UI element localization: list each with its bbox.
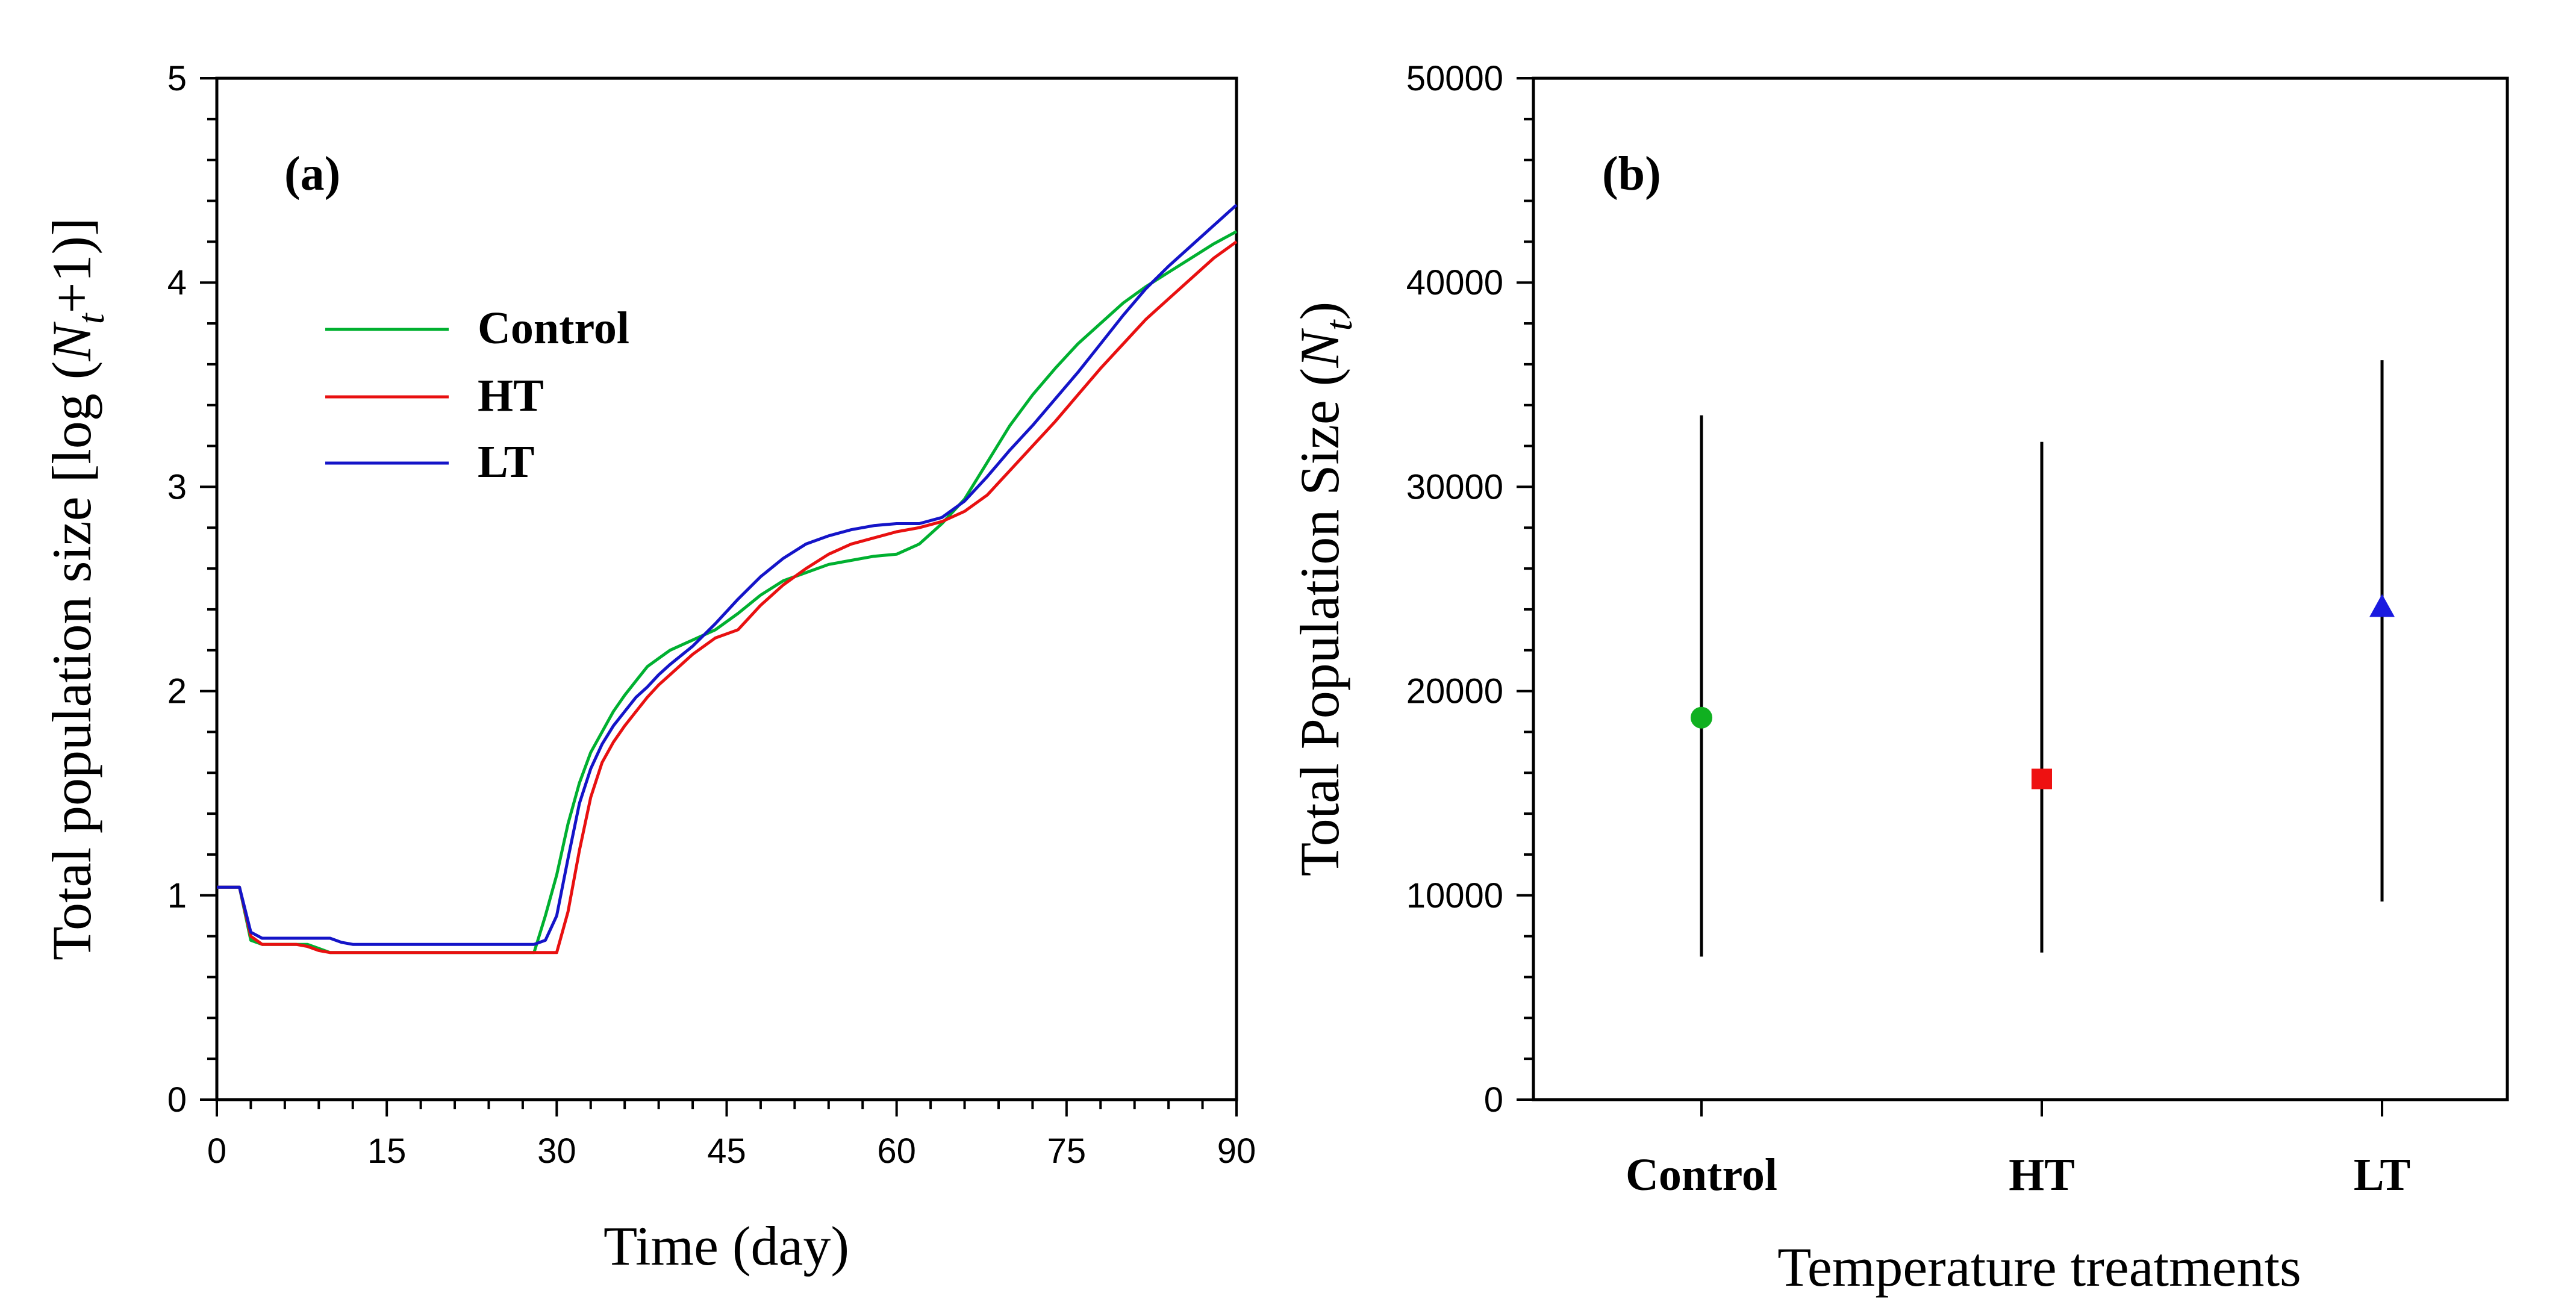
series-line-lt	[217, 204, 1238, 946]
panel-a-y-tick-label: 0	[167, 1080, 187, 1119]
panel-a-x-tick-label: 45	[707, 1132, 746, 1171]
panel-b-y-tick-label: 30000	[1406, 467, 1503, 506]
panel-b-category-label: Control	[1626, 1150, 1777, 1200]
marker-control	[1691, 706, 1712, 729]
legend-label-ht: HT	[478, 370, 544, 421]
panel-a-x-tick-label: 0	[207, 1132, 226, 1171]
panel-b-label: (b)	[1602, 148, 1661, 201]
panel-a-y-ticks	[200, 77, 217, 1101]
panel-a-x-tick-label: 60	[877, 1132, 916, 1171]
panel-b-y-tick-label: 50000	[1406, 59, 1503, 98]
panel-a-y-tick-label: 4	[167, 263, 187, 302]
panel-a-x-tick-label: 90	[1217, 1132, 1256, 1171]
panel-b-y-label-suffix: )	[1289, 302, 1350, 320]
panel-b-y-ticks	[1517, 77, 1533, 1101]
panel-a-y-label-sub: t	[69, 312, 112, 324]
panel-a-y-tick-label: 5	[167, 59, 187, 98]
panel-b-y-tick-label: 40000	[1406, 263, 1503, 302]
panel-a-y-label-suffix: +1)]	[41, 217, 102, 313]
panel-a-y-tick-label: 1	[167, 876, 187, 915]
legend-label-lt: LT	[478, 437, 534, 487]
panel-a-y-label-var: N	[41, 322, 102, 362]
panel-a-x-tick-labels: 0 15 30 45 60 75 90	[207, 1132, 1256, 1171]
panel-b-plot-frame	[1532, 76, 2509, 1101]
panel-a-series-lines	[217, 204, 1238, 954]
panel-b-x-axis-label: Temperature treatments	[1777, 1236, 2301, 1298]
panel-b-y-tick-labels: 0 10000 20000 30000 40000 50000	[1406, 59, 1503, 1119]
panel-a-x-tick-label: 75	[1047, 1132, 1087, 1171]
panel-a-x-tick-label: 30	[537, 1132, 576, 1171]
panel-a-legend: Control HT LT	[325, 303, 629, 487]
panel-b-y-tick-label: 20000	[1406, 672, 1503, 711]
panel-b-y-tick-label: 10000	[1406, 876, 1503, 915]
marker-lt	[2369, 594, 2395, 617]
panel-b-category-label: LT	[2354, 1150, 2410, 1200]
series-line-ht	[217, 240, 1238, 954]
panel-a-label: (a)	[284, 148, 340, 201]
panel-a-y-label-prefix: Total population size [log (	[41, 361, 102, 961]
panel-b-data-marks	[1691, 360, 2395, 957]
panel-a-y-tick-label: 2	[167, 672, 187, 711]
panel-b-x-ticks	[1700, 1100, 2383, 1116]
panel-a-y-axis-label: Total population size [log (Nt+1)]	[41, 217, 112, 960]
panel-b-y-label-prefix: Total Population Size (	[1289, 368, 1350, 876]
panel-a-x-ticks	[216, 1100, 1238, 1116]
panel-a-y-tick-label: 3	[167, 467, 187, 506]
panel-b-y-label-var: N	[1289, 328, 1350, 369]
marker-ht	[2032, 768, 2052, 789]
panel-a-x-axis-label: Time (day)	[603, 1215, 849, 1277]
panel-b-y-tick-label: 0	[1484, 1080, 1503, 1119]
panel-b-scatter-chart: 0 10000 20000 30000 40000 50000 Control HT LT (…	[1289, 59, 2509, 1298]
legend-label-control: Control	[478, 303, 629, 353]
panel-b-y-axis-label: Total Population Size (Nt)	[1289, 302, 1360, 876]
panel-b-category-label: HT	[2009, 1150, 2075, 1200]
panel-b-category-labels: Control HT LT	[1626, 1150, 2410, 1200]
panel-a-y-tick-labels: 0 1 2 3 4 5	[167, 59, 187, 1119]
series-line-control	[217, 230, 1238, 954]
panel-b-y-label-sub: t	[1317, 319, 1360, 331]
panel-a-x-tick-label: 15	[367, 1132, 407, 1171]
